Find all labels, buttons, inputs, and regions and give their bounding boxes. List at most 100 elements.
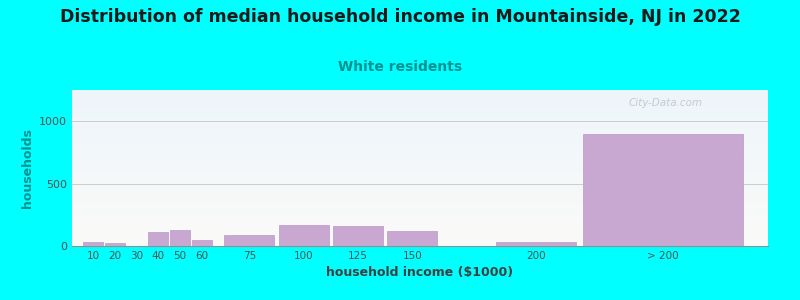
Bar [72,148,768,149]
Bar [72,106,768,107]
Bar [72,139,768,140]
Bar [72,94,768,95]
Bar [72,121,768,122]
Bar [72,216,768,217]
Bar [72,199,768,200]
Bar [278,225,329,246]
Bar [72,214,768,215]
Bar [72,209,768,210]
Bar [72,147,768,148]
Bar [72,150,768,151]
Y-axis label: households: households [21,128,34,208]
Bar [72,239,768,240]
Bar [72,223,768,224]
Bar [72,137,768,138]
Bar [72,164,768,165]
Bar [72,225,768,226]
Bar [72,228,768,229]
Bar [72,166,768,167]
Bar [72,174,768,175]
Bar [72,215,768,216]
Bar [72,210,768,211]
Bar [72,229,768,230]
Bar [72,116,768,117]
Bar [72,208,768,209]
Bar [72,189,768,190]
Bar [72,154,768,155]
Bar [72,176,768,177]
Bar [72,114,768,115]
Bar [72,178,768,179]
Bar [72,161,768,162]
Bar [72,111,768,112]
Bar [72,231,768,232]
Bar [72,207,768,208]
Bar [72,244,768,245]
Bar [72,213,768,214]
Bar [72,173,768,174]
Bar [72,243,768,244]
Text: City-Data.com: City-Data.com [629,98,703,108]
Bar [72,222,768,223]
Bar [72,237,768,238]
Bar [72,119,768,120]
Bar [72,140,768,141]
Bar [72,162,768,163]
Bar [72,132,768,133]
Bar [83,242,103,246]
Bar [72,101,768,102]
Bar [72,92,768,93]
Bar [72,163,768,164]
Bar [72,144,768,145]
Bar [72,141,768,142]
Bar [72,238,768,239]
Bar [148,232,168,246]
Bar [72,183,768,184]
Bar [72,112,768,113]
Bar [72,108,768,109]
Bar [72,192,768,193]
Bar [72,113,768,114]
Bar [72,219,768,220]
Bar [72,230,768,231]
Bar [72,241,768,242]
Bar [72,227,768,228]
Bar [72,175,768,176]
Bar [72,160,768,161]
Text: Distribution of median household income in Mountainside, NJ in 2022: Distribution of median household income … [59,8,741,26]
Bar [72,177,768,178]
Bar [72,122,768,123]
Bar [72,120,768,121]
Bar [192,240,212,246]
Bar [72,226,768,227]
Bar [72,155,768,156]
Text: White residents: White residents [338,60,462,74]
Bar [72,159,768,160]
Bar [72,138,768,139]
Bar [72,218,768,219]
Bar [72,151,768,152]
Bar [72,93,768,94]
Bar [72,100,768,101]
Bar [72,211,768,212]
Bar [72,233,768,234]
Bar [72,224,768,225]
Bar [72,187,768,188]
Bar [72,90,768,91]
Bar [72,142,768,143]
Bar [72,201,768,202]
Bar [72,212,768,213]
Bar [72,184,768,185]
Bar [72,99,768,100]
Bar [72,102,768,103]
Bar [72,180,768,181]
Bar [72,130,768,131]
Bar [72,103,768,104]
Bar [72,217,768,218]
Bar [72,196,768,197]
Bar [72,236,768,237]
Bar [72,143,768,144]
Bar [72,152,768,153]
Bar [72,129,768,130]
Bar [72,190,768,191]
